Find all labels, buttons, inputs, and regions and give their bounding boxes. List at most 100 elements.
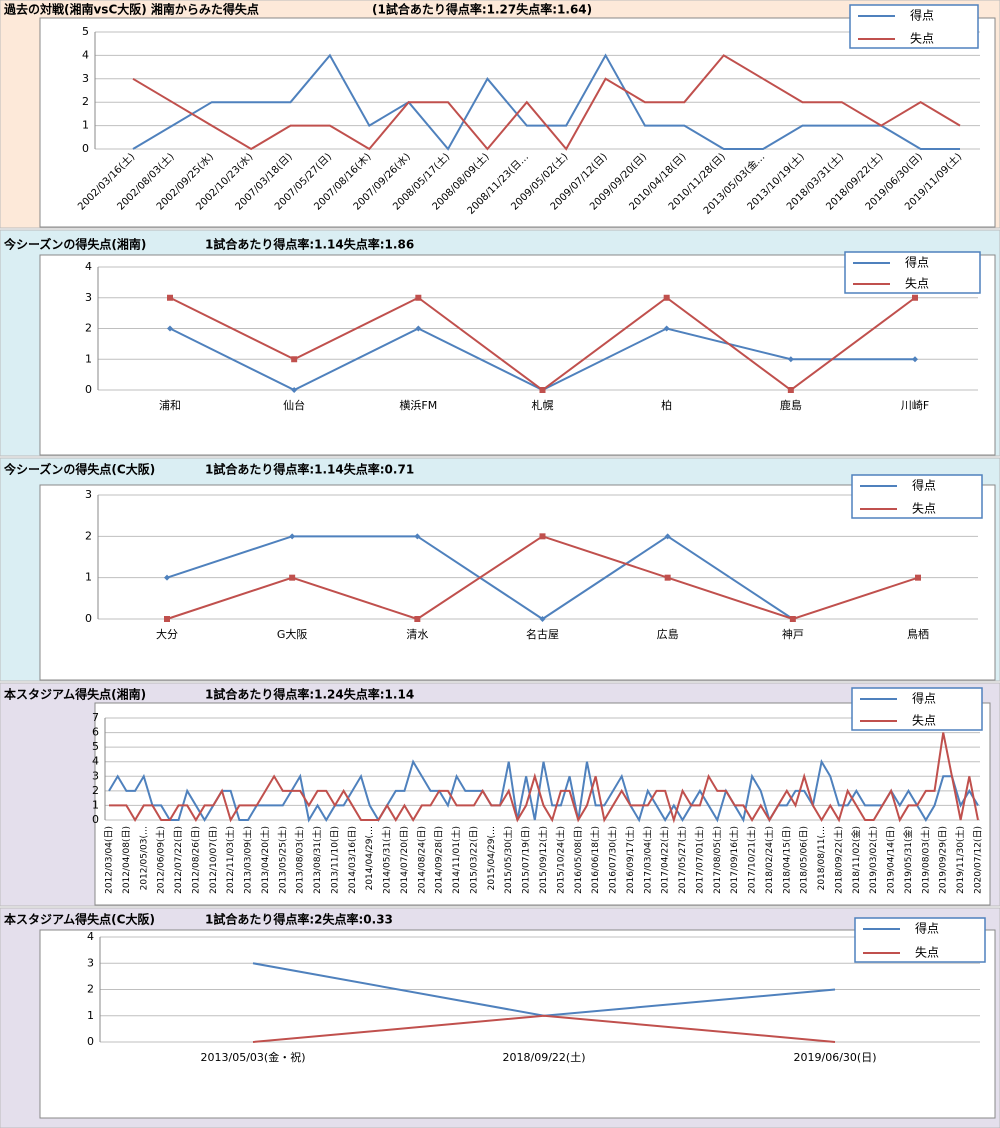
x-tick-label: 2014/05/31(土)	[381, 826, 393, 894]
y-tick-label: 5	[92, 740, 99, 753]
point-marker	[291, 356, 298, 363]
x-tick-label: 2017/04/22(土)	[659, 826, 671, 894]
x-tick-label: 2016/06/18(土)	[589, 826, 601, 894]
y-tick-label: 3	[85, 488, 92, 501]
point-marker	[789, 616, 796, 622]
point-marker	[415, 294, 422, 301]
point-marker	[414, 616, 421, 622]
y-tick-label: 0	[85, 612, 92, 625]
x-tick-label: 2014/03/16(日)	[347, 826, 358, 894]
point-marker	[414, 533, 421, 540]
x-tick-label: 2018/08/11(…	[817, 826, 827, 890]
x-tick-label: 2014/07/20(日)	[399, 826, 410, 894]
point-marker	[787, 387, 794, 393]
point-marker	[415, 325, 422, 332]
y-tick-label: 3	[87, 956, 94, 969]
x-tick-label: 2012/10/07(日)	[208, 826, 219, 894]
x-tick-label: 2019/09/29(日)	[938, 826, 949, 894]
series-line	[108, 758, 979, 823]
point-marker	[291, 387, 298, 393]
legend-box	[851, 687, 983, 731]
y-tick-label: 3	[85, 291, 92, 304]
y-tick-label: 4	[87, 930, 94, 943]
chart-title: 過去の対戦(湘南vsC大阪) 湘南からみた得失点	[3, 2, 259, 17]
legend-label: 得点	[912, 691, 936, 706]
x-tick-label: 仙台	[283, 398, 305, 412]
y-tick-label: 2	[85, 529, 92, 542]
point-marker	[164, 616, 170, 622]
x-tick-label: 鳥栖	[907, 627, 929, 641]
chart-subtitle: 1試合あたり得点率:1.14失点率:1.86	[205, 237, 414, 252]
point-marker	[164, 574, 170, 581]
point-marker	[915, 574, 921, 581]
y-tick-label: 2	[82, 95, 89, 108]
y-tick-label: 5	[82, 25, 89, 38]
point-marker	[167, 325, 173, 332]
x-tick-label: 大分	[156, 627, 178, 641]
y-tick-label: 6	[92, 726, 99, 739]
x-tick-label: 2018/09/22(土)	[832, 826, 844, 894]
x-tick-label: 2017/07/01(土)	[693, 826, 705, 894]
legend-label: 失点	[912, 713, 936, 728]
x-tick-label: G大阪	[277, 627, 308, 641]
point-marker	[664, 533, 671, 540]
y-tick-label: 1	[92, 798, 99, 811]
y-tick-label: 1	[82, 119, 89, 132]
x-tick-label: 2013/03/09(土)	[242, 826, 254, 894]
x-tick-label: 2013/05/25(土)	[276, 826, 288, 894]
x-tick-label: 2012/04/08(日)	[121, 826, 132, 894]
legend-box	[854, 917, 986, 963]
x-tick-label: 神戸	[782, 627, 804, 641]
x-tick-label: 2012/05/03(…	[139, 826, 149, 890]
y-tick-label: 4	[92, 755, 99, 768]
x-tick-label: 2014/08/24(日)	[416, 826, 427, 894]
x-tick-label: 2018/04/15(日)	[781, 826, 792, 894]
x-tick-label: 2018/05/06(日)	[799, 826, 810, 894]
series-line	[109, 732, 979, 824]
y-tick-label: 1	[85, 352, 92, 365]
x-tick-label: 2015/04/29(…	[487, 826, 497, 890]
x-tick-label: 2013/08/31(土)	[311, 826, 323, 894]
x-tick-label: 名古屋	[526, 627, 559, 641]
chart-title: 本スタジアム得失点(湘南)	[4, 687, 146, 702]
legend-label: 失点	[905, 276, 929, 291]
chart-area	[39, 484, 996, 681]
x-tick-label: 2012/03/04(日)	[104, 826, 115, 894]
x-tick-label: 2015/09/12(土)	[537, 826, 549, 894]
legend-label: 失点	[912, 501, 936, 516]
x-tick-label: 2019/05/31(金)	[902, 826, 914, 894]
legend-label: 得点	[905, 255, 929, 270]
y-tick-label: 0	[85, 383, 92, 396]
x-tick-label: 2019/11/30(土)	[954, 826, 966, 894]
x-tick-label: 清水	[406, 628, 428, 641]
chart-title: 今シーズンの得失点(C大阪)	[3, 462, 155, 477]
x-tick-label: 2019/06/30(日)	[794, 1051, 877, 1064]
y-tick-label: 0	[82, 142, 89, 155]
point-marker	[289, 533, 296, 540]
point-marker	[912, 294, 918, 301]
point-marker	[289, 574, 296, 581]
y-tick-label: 0	[87, 1035, 94, 1048]
point-marker	[663, 325, 670, 332]
x-tick-label: 2014/09/28(日)	[434, 826, 445, 894]
point-marker	[167, 294, 173, 301]
series-line	[132, 54, 961, 151]
x-tick-label: 広島	[657, 627, 679, 641]
point-marker	[787, 356, 794, 363]
legend-label: 得点	[912, 478, 936, 493]
x-tick-label: 2019/04/14(日)	[886, 826, 897, 894]
x-tick-label: 浦和	[159, 399, 181, 412]
y-tick-label: 7	[92, 711, 99, 724]
x-tick-label: 2016/09/17(土)	[624, 826, 636, 894]
y-tick-label: 4	[82, 48, 89, 61]
x-tick-label: 2012/08/26(日)	[190, 826, 201, 894]
x-tick-label: 2013/05/03(金・祝)	[201, 1050, 306, 1064]
x-tick-label: 2012/11/03(土)	[224, 826, 236, 894]
x-tick-label: 2017/10/21(土)	[746, 826, 758, 894]
chart-subtitle: 1試合あたり得点率:1.24失点率:1.14	[205, 687, 414, 702]
x-tick-label: 2015/05/30(土)	[502, 826, 514, 894]
x-tick-label: 2013/08/03(土)	[294, 826, 306, 894]
legend-label: 失点	[910, 31, 934, 46]
point-marker	[912, 356, 918, 363]
x-tick-label: 2017/08/05(土)	[711, 826, 723, 894]
